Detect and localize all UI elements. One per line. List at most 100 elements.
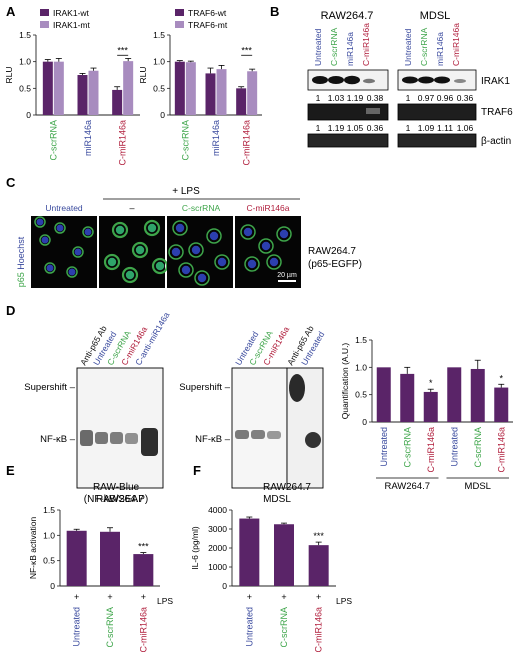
gel-band bbox=[110, 432, 123, 444]
cell-nucleus bbox=[147, 223, 157, 233]
cond-scr: C-scrRNA bbox=[182, 203, 221, 213]
cell-nucleus bbox=[197, 273, 207, 283]
emsa-panel: Anti-p65 Ab Untreated C-scrRNA C-miR146a… bbox=[24, 310, 326, 505]
D-category-label: Untreated bbox=[449, 427, 459, 467]
cell-nucleus bbox=[36, 218, 44, 226]
E-category-label: C-miR146a bbox=[138, 607, 148, 653]
cell-cytoplasm bbox=[72, 246, 84, 258]
cell-nucleus bbox=[135, 245, 145, 255]
cell-nucleus bbox=[261, 241, 271, 251]
E-tick-label: 0 bbox=[50, 581, 55, 591]
A2-bar bbox=[174, 61, 185, 115]
cell-cytoplasm bbox=[244, 256, 260, 272]
nfkb-label-mdsl: NF-κB – bbox=[195, 434, 231, 445]
A1-tick-label: 1.0 bbox=[19, 57, 31, 67]
chart-il6: 0 1000 2000 3000 4000 IL-6 (pg/ml) + Untreated +… bbox=[190, 505, 336, 653]
blot-quant: 0.36 bbox=[457, 93, 474, 103]
F-tick-label: 2000 bbox=[208, 543, 227, 553]
legend-traf6: TRAF6-wt TRAF6-mt bbox=[175, 8, 228, 30]
blot-lane-mdsl-scr: C-scrRNA bbox=[419, 27, 429, 66]
A2-bar bbox=[247, 71, 258, 115]
legend-label-irak1-wt: IRAK1-wt bbox=[53, 8, 90, 18]
blot-label-traf6: TRAF6 bbox=[481, 107, 513, 118]
band bbox=[328, 76, 344, 84]
E-y-label: NF-κB activation bbox=[28, 517, 38, 580]
panel-label-f: F bbox=[193, 463, 201, 478]
E-category-label: C-scrRNA bbox=[105, 607, 115, 648]
band bbox=[312, 76, 328, 84]
cell-nucleus bbox=[84, 228, 92, 236]
cell-cytoplasm bbox=[172, 220, 188, 236]
D-sig-label: * bbox=[429, 378, 433, 388]
cell-cytoplasm bbox=[240, 224, 256, 240]
blot-lane-raw-untreated: Untreated bbox=[313, 28, 323, 66]
F-tick-label: 1000 bbox=[208, 562, 227, 572]
A1-bar bbox=[88, 70, 99, 115]
D-group-label: MDSL bbox=[465, 481, 491, 492]
A1-sig-label: *** bbox=[117, 45, 128, 55]
blot-strip-raw-actin bbox=[307, 133, 389, 148]
cell-nucleus bbox=[56, 224, 64, 232]
E-bar bbox=[133, 554, 154, 586]
gel-band bbox=[125, 433, 138, 444]
blot-strip-mdsl-traf6 bbox=[397, 103, 477, 121]
western-blot-panel: RAW264.7 MDSL Untreated C-scrRNA miR146a… bbox=[307, 10, 513, 148]
supershift-label-mdsl: Supershift – bbox=[179, 382, 230, 393]
A1-bar bbox=[123, 61, 134, 115]
panel-label-d: D bbox=[6, 303, 15, 318]
A2-y-label: RLU bbox=[138, 66, 148, 83]
lps-header: + LPS bbox=[172, 186, 200, 197]
cell-cytoplasm bbox=[214, 254, 230, 270]
gel-band bbox=[305, 432, 321, 448]
cell-nucleus bbox=[155, 261, 165, 271]
stain-label: p65 Hoechst bbox=[16, 236, 26, 287]
E-treatment: + bbox=[141, 592, 146, 602]
panel-label-b: B bbox=[270, 4, 279, 19]
panel-label-e: E bbox=[6, 463, 15, 478]
E-treatment: + bbox=[107, 592, 112, 602]
A1-tick-label: 1.5 bbox=[19, 30, 31, 40]
cell-nucleus bbox=[181, 265, 191, 275]
F-tick-label: 4000 bbox=[208, 505, 227, 515]
legend-swatch-traf6-mt bbox=[175, 21, 184, 28]
E-tick-label: 1.5 bbox=[43, 505, 55, 515]
cell-cytoplasm bbox=[54, 222, 66, 234]
legend-swatch-traf6-wt bbox=[175, 9, 184, 16]
A2-tick-label: 0.5 bbox=[153, 83, 165, 93]
cell-cytoplasm bbox=[194, 270, 210, 286]
stain-hoechst: Hoechst bbox=[16, 236, 26, 270]
band bbox=[402, 76, 418, 84]
F-tick-label: 0 bbox=[222, 581, 227, 591]
E-bar bbox=[66, 530, 87, 586]
cell-cytoplasm bbox=[143, 219, 161, 237]
panel-label-c: C bbox=[6, 175, 16, 190]
A2-bar bbox=[216, 69, 227, 115]
blot-quant: 0.97 bbox=[418, 93, 435, 103]
cell-cytoplasm bbox=[121, 266, 139, 284]
cond-untreated: Untreated bbox=[45, 203, 83, 213]
panel-e-title-1: RAW-Blue bbox=[93, 482, 140, 493]
cond-dash: – bbox=[129, 203, 134, 213]
A2-tick-label: 1.5 bbox=[153, 30, 165, 40]
cell-line-label: RAW264.7 bbox=[308, 246, 356, 257]
scale-bar-label: 20 µm bbox=[277, 272, 297, 279]
cell-cytoplasm bbox=[266, 254, 282, 270]
blot-title-mdsl: MDSL bbox=[420, 10, 451, 22]
A1-category-label: C-scrRNA bbox=[48, 120, 58, 161]
A2-bar bbox=[185, 62, 196, 115]
A2-sig-label: *** bbox=[241, 45, 252, 55]
D-tick-label: 1.0 bbox=[355, 362, 367, 372]
F-tick-label: 3000 bbox=[208, 524, 227, 534]
D-tick-label: 1.5 bbox=[355, 335, 367, 345]
blot-quant: 1.09 bbox=[418, 123, 435, 133]
F-y-label: IL-6 (pg/ml) bbox=[190, 526, 200, 570]
panel-f-lps: LPS bbox=[336, 596, 352, 606]
legend-label-traf6-mt: TRAF6-mt bbox=[188, 20, 228, 30]
cell-cytoplasm bbox=[131, 241, 149, 259]
blot-quant: 1.19 bbox=[347, 93, 364, 103]
legend-irak1: IRAK1-wt IRAK1-mt bbox=[40, 8, 90, 30]
cell-nucleus bbox=[247, 259, 257, 269]
A2-tick-label: 0 bbox=[160, 110, 165, 120]
